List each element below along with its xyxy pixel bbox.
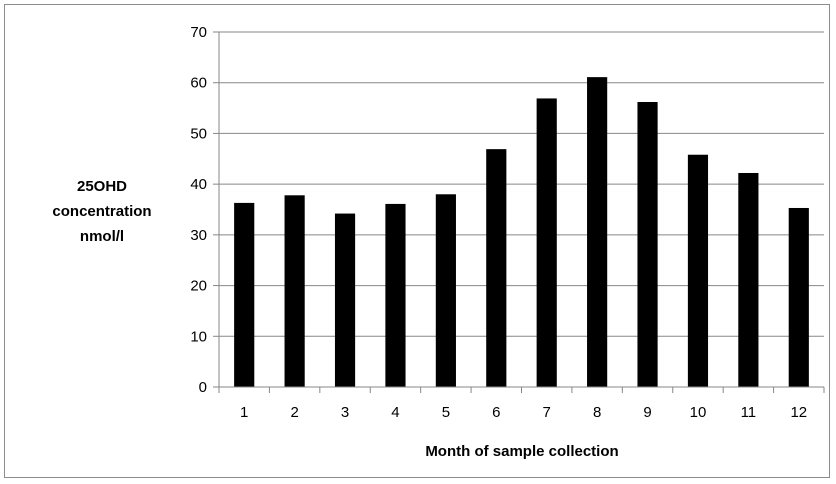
y-tick-label: 60: [190, 75, 207, 92]
x-tick-label: 3: [341, 404, 349, 421]
bar: [385, 203, 406, 387]
y-axis-title-line-2: concentration: [52, 203, 151, 220]
y-axis-title-line-1: 25OHD: [77, 178, 127, 195]
x-tick-label: 5: [442, 404, 450, 421]
bar: [334, 213, 356, 387]
bar: [536, 98, 557, 387]
y-axis-title-line-3: nmol/l: [80, 228, 124, 245]
x-tick-label: 7: [543, 404, 551, 421]
y-tick-label: 50: [190, 125, 207, 142]
x-tick-label: 9: [643, 404, 651, 421]
x-axis-title: Month of sample collection: [425, 443, 618, 460]
bars: [234, 77, 809, 387]
bar: [738, 172, 759, 387]
bar: [284, 195, 305, 387]
bar: [637, 101, 658, 387]
x-tick-label: 12: [790, 404, 807, 421]
x-tick-label: 10: [690, 404, 707, 421]
axes: [213, 31, 825, 393]
x-tick-label: 2: [290, 404, 298, 421]
bar: [486, 149, 507, 387]
bar: [234, 202, 255, 387]
y-tick-label: 0: [199, 379, 207, 396]
bar: [587, 77, 608, 387]
x-tick-label: 4: [391, 404, 399, 421]
bar: [687, 154, 709, 387]
y-tick-label: 10: [190, 328, 207, 345]
x-tick-label: 8: [593, 404, 601, 421]
bar: [788, 207, 809, 387]
gridlines: [219, 31, 824, 337]
bar: [435, 194, 456, 387]
y-tick-label: 70: [190, 24, 207, 41]
y-tick-label: 20: [190, 278, 207, 295]
x-tick-label: 1: [240, 404, 248, 421]
x-tick-label: 11: [741, 404, 757, 421]
y-tick-label: 30: [190, 227, 207, 244]
x-tick-label: 6: [492, 404, 500, 421]
y-tick-label: 40: [190, 176, 207, 193]
